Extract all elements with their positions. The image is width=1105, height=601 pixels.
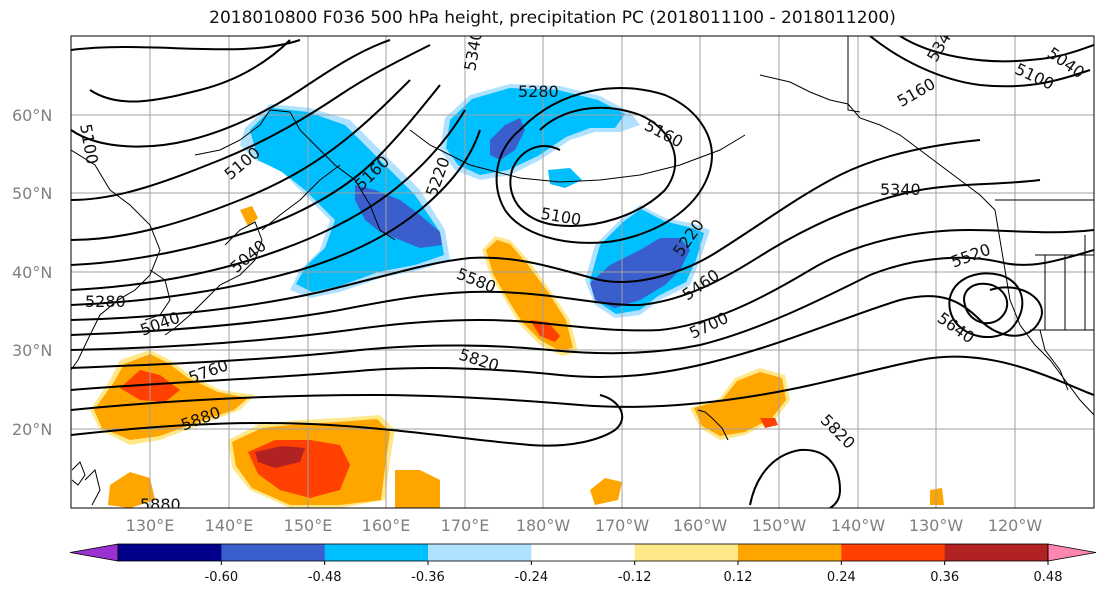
coast-taiwan — [71, 461, 86, 486]
contour-line — [71, 394, 624, 447]
precip-fill — [548, 168, 582, 188]
contour-label: 5880 — [140, 495, 181, 514]
colorbar-extend-low — [69, 543, 119, 562]
colorbar-tick-label: 0.24 — [827, 570, 856, 585]
lon-label: 130°E — [126, 516, 175, 535]
lon-label: 180°W — [516, 516, 571, 535]
precip-fill — [255, 446, 305, 468]
coast-sakhalin-kamchatka — [194, 109, 396, 241]
coast-baja — [1039, 329, 1069, 391]
contour-line — [89, 39, 291, 103]
contour-line — [71, 109, 466, 291]
precip-fill — [590, 238, 690, 308]
colorbar-extend-high — [1047, 543, 1097, 562]
lon-label: 130°W — [909, 516, 964, 535]
height-contours — [71, 36, 1094, 508]
coast-philippines — [84, 469, 101, 506]
precip-fill — [930, 488, 944, 505]
contour-line — [963, 282, 1008, 325]
precip-fill — [355, 185, 442, 248]
longitude-labels: 130°E 140°E 150°E 160°E 170°E 180°W 170°… — [126, 516, 1043, 535]
colorbar-swatch — [944, 544, 1049, 561]
precip-fill — [490, 118, 525, 160]
contour-line — [71, 79, 411, 241]
contour-line — [71, 39, 391, 148]
contour-line — [749, 448, 842, 508]
coast-na-west — [994, 209, 1094, 416]
lat-label: 60°N — [12, 106, 52, 125]
contour-line — [71, 84, 441, 266]
lat-label: 30°N — [12, 341, 52, 360]
contour-line — [495, 87, 713, 244]
colorbar-swatch — [428, 544, 532, 561]
colorbar-swatch — [841, 544, 946, 561]
lat-label: 20°N — [12, 420, 52, 439]
precip-fill — [530, 320, 560, 342]
colorbar-tick-label: 0.36 — [930, 570, 959, 585]
colorbar-tick-label: 0.12 — [724, 570, 753, 585]
latitude-labels: 60°N 50°N 40°N 30°N 20°N — [12, 106, 52, 439]
lon-label: 160°W — [673, 516, 728, 535]
lon-label: 170°E — [441, 516, 490, 535]
colorbar-tick-label: -0.36 — [411, 570, 445, 585]
colorbar-swatch — [634, 544, 739, 561]
coast-aleutians — [409, 129, 746, 183]
colorbar-tick-label: -0.48 — [308, 570, 342, 585]
map-title: 2018010800 F036 500 hPa height, precipit… — [209, 8, 896, 28]
precip-fill — [250, 108, 444, 292]
contour-line — [869, 36, 1091, 88]
contour-line — [71, 44, 431, 201]
contour-line — [71, 179, 1041, 336]
contour-label: 5280 — [85, 292, 126, 311]
colorbar-frame — [117, 543, 1049, 562]
contour-label: 5280 — [518, 82, 559, 101]
contour-line — [71, 355, 1094, 411]
precip-fill — [240, 206, 258, 226]
lat-label: 40°N — [12, 263, 52, 282]
colorbar-tick-label: -0.24 — [515, 570, 549, 585]
precip-fill — [590, 478, 622, 505]
lon-label: 140°E — [205, 516, 254, 535]
contour-line — [71, 228, 1094, 351]
colorbar-swatch — [324, 544, 429, 561]
contour-line — [71, 249, 1094, 369]
border-canada — [847, 36, 1094, 201]
precip-fill — [395, 470, 440, 508]
contour-line — [71, 286, 1043, 391]
colorbar-tick-label: 0.48 — [1034, 570, 1063, 585]
lat-label: 50°N — [12, 184, 52, 203]
contour-line — [71, 129, 481, 306]
coast-japan — [164, 221, 263, 336]
precip-fill — [760, 418, 778, 428]
contour-line — [948, 272, 1024, 339]
contour-line — [71, 139, 981, 321]
colorbar-swatch — [738, 544, 842, 561]
lon-label: 170°W — [595, 516, 650, 535]
state-borders — [1035, 235, 1094, 330]
lon-label: 120°W — [988, 516, 1043, 535]
coast-hawaii — [697, 409, 729, 441]
lon-label: 160°E — [362, 516, 411, 535]
lon-label: 150°W — [752, 516, 807, 535]
contour-line — [899, 36, 1094, 63]
colorbar-tick-label: -0.12 — [618, 570, 652, 585]
map-frame — [70, 35, 1095, 509]
precip-fill — [108, 472, 155, 508]
contour-line — [71, 39, 301, 51]
contour-line — [509, 106, 677, 227]
coast-kuriles — [261, 164, 341, 231]
contour-label: 5340 — [880, 180, 921, 199]
colorbar: -0.60 -0.48 -0.36 -0.24 -0.12 0.12 0.24 0.36 0.4… — [69, 543, 1097, 585]
colorbar-swatch — [118, 544, 222, 561]
colorbar-swatch — [221, 544, 326, 561]
lon-label: 140°W — [831, 516, 886, 535]
coast-alaska — [759, 74, 996, 211]
colorbar-swatch — [531, 544, 636, 561]
colorbar-tick-label: -0.60 — [205, 570, 239, 585]
lon-label: 150°E — [284, 516, 333, 535]
precip-shading — [90, 84, 944, 508]
